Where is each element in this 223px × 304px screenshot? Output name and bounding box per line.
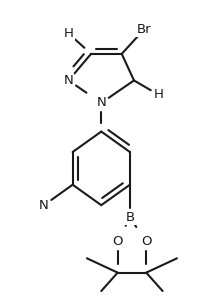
Text: B: B bbox=[125, 211, 134, 224]
Text: H: H bbox=[64, 27, 74, 40]
Text: H: H bbox=[154, 88, 163, 101]
Text: N: N bbox=[96, 96, 106, 109]
Text: Br: Br bbox=[137, 23, 151, 36]
Text: N: N bbox=[39, 199, 49, 212]
Text: O: O bbox=[112, 236, 123, 248]
Text: O: O bbox=[141, 236, 151, 248]
Text: N: N bbox=[64, 74, 73, 87]
